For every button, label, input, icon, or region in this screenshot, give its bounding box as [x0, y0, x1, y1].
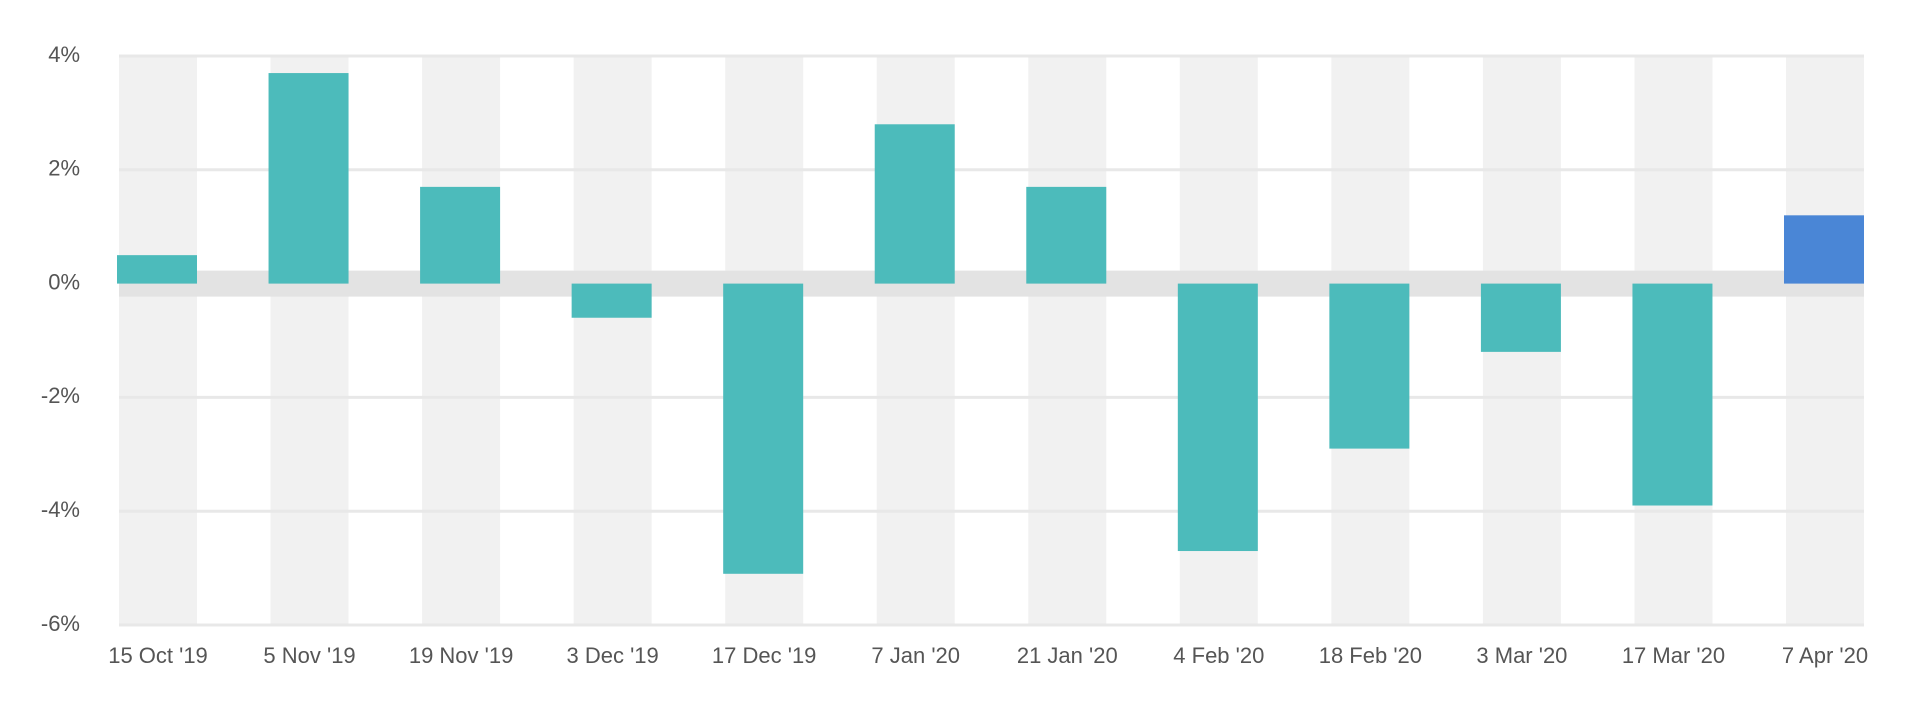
- y-tick-label: -2%: [41, 383, 80, 408]
- bar: [420, 186, 501, 284]
- column-stripe: [573, 56, 652, 625]
- column-stripe: [1786, 56, 1864, 625]
- x-tick-label: 7 Jan '20: [871, 643, 960, 668]
- y-tick-label: 0%: [48, 269, 80, 294]
- x-tick-label: 4 Feb '20: [1173, 643, 1264, 668]
- column-stripe: [422, 56, 501, 625]
- x-tick-label: 7 Apr '20: [1782, 643, 1868, 668]
- x-tick-label: 15 Oct '19: [108, 643, 208, 668]
- x-tick-label: 18 Feb '20: [1319, 643, 1422, 668]
- y-tick-label: 4%: [48, 42, 80, 67]
- y-tick-label: 2%: [48, 156, 80, 181]
- bar: [1177, 283, 1258, 552]
- bar: [1026, 186, 1107, 284]
- column-stripe: [119, 56, 197, 625]
- bar: [1632, 283, 1713, 506]
- bar: [1329, 283, 1410, 449]
- bar: [1480, 283, 1561, 352]
- bar: [723, 283, 804, 574]
- x-tick-label: 21 Jan '20: [1017, 643, 1118, 668]
- x-tick-label: 5 Nov '19: [263, 643, 355, 668]
- x-tick-label: 19 Nov '19: [409, 643, 514, 668]
- x-tick-label: 3 Dec '19: [567, 643, 659, 668]
- x-tick-label: 3 Mar '20: [1476, 643, 1567, 668]
- bar: [571, 283, 652, 318]
- x-tick-label: 17 Dec '19: [712, 643, 817, 668]
- bar: [874, 124, 955, 284]
- y-tick-label: -6%: [41, 611, 80, 636]
- column-stripe: [1028, 56, 1107, 625]
- x-tick-label: 17 Mar '20: [1622, 643, 1725, 668]
- bar: [117, 255, 197, 284]
- bar: [268, 73, 349, 284]
- y-tick-label: -4%: [41, 497, 80, 522]
- bar: [1784, 215, 1864, 284]
